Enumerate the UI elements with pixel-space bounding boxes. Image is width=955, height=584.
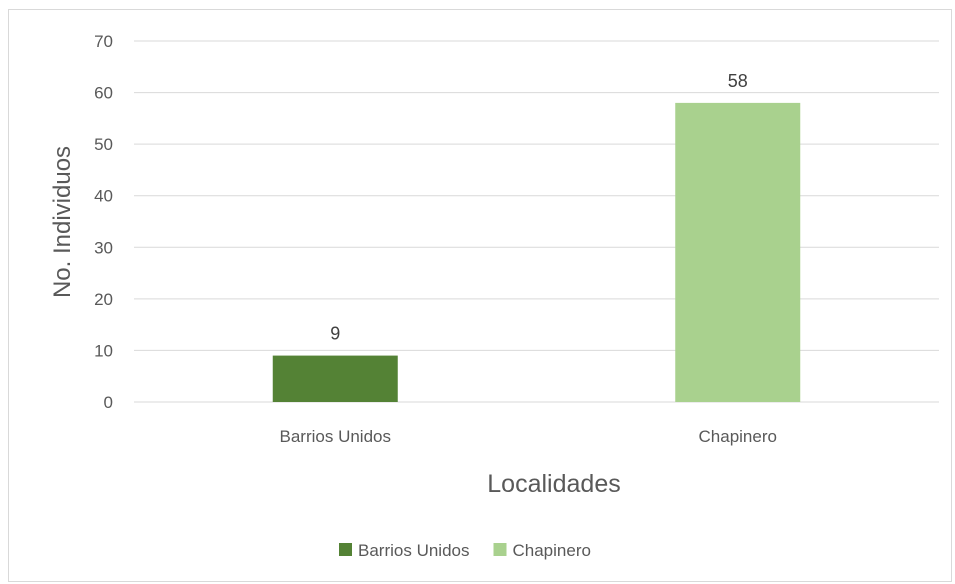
y-tick-label: 70 <box>94 32 113 51</box>
y-axis-ticks: 0 10 20 30 40 50 60 70 <box>94 32 113 412</box>
y-tick-label: 50 <box>94 135 113 154</box>
legend-label: Chapinero <box>513 541 591 560</box>
legend-swatch <box>493 543 507 556</box>
y-tick-label: 40 <box>94 187 113 206</box>
y-tick-label: 30 <box>94 238 113 257</box>
x-axis-ticks: Barrios Unidos Chapinero <box>280 427 777 446</box>
y-tick-label: 10 <box>94 341 113 360</box>
bar-barrios-unidos <box>272 355 398 402</box>
data-label: 58 <box>728 71 748 91</box>
data-label: 9 <box>330 324 340 344</box>
legend: Barrios Unidos Chapinero <box>339 541 591 560</box>
legend-label: Barrios Unidos <box>358 541 470 560</box>
bar-chapinero <box>675 102 801 402</box>
y-tick-label: 60 <box>94 84 113 103</box>
x-axis-label: Localidades <box>487 470 620 498</box>
gridlines <box>134 40 939 403</box>
data-labels: 9 58 <box>330 71 748 344</box>
x-tick-label: Barrios Unidos <box>280 427 392 446</box>
y-tick-label: 0 <box>104 393 113 412</box>
x-tick-label: Chapinero <box>699 427 777 446</box>
y-tick-label: 20 <box>94 290 113 309</box>
legend-swatch <box>339 543 352 556</box>
y-axis-label: No. Individuos <box>49 146 76 298</box>
bars <box>272 102 801 402</box>
